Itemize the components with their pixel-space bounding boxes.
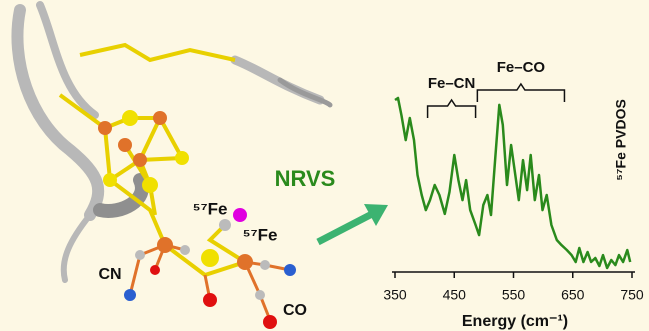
annotation: Fe–CO (497, 59, 546, 76)
x-tick-label: 750 (620, 287, 644, 303)
x-tick-label: 650 (561, 287, 585, 303)
x-axis-label: Energy (cm⁻¹) (462, 313, 568, 330)
x-tick-label: 450 (443, 287, 467, 303)
x-tick-label: 350 (383, 287, 407, 303)
y-axis-label: ⁵⁷Fe PVDOS (613, 99, 629, 181)
atom-label: ⁵⁷Fe (243, 225, 278, 244)
arrow-label: NRVS (275, 166, 336, 191)
figure: ⁵⁷Fe ⁵⁷Fe CN CO NRVS Energy (cm⁻¹) ⁵⁷Fe … (0, 0, 649, 331)
page: {"chart_data": {"type": "line", "x_label… (0, 0, 649, 331)
annotation: Fe–CN (428, 75, 476, 92)
atom-label: ⁵⁷Fe (193, 199, 228, 218)
x-tick-label: 550 (502, 287, 526, 303)
atom-label: CN (98, 266, 121, 283)
atom-label: CO (283, 302, 307, 319)
